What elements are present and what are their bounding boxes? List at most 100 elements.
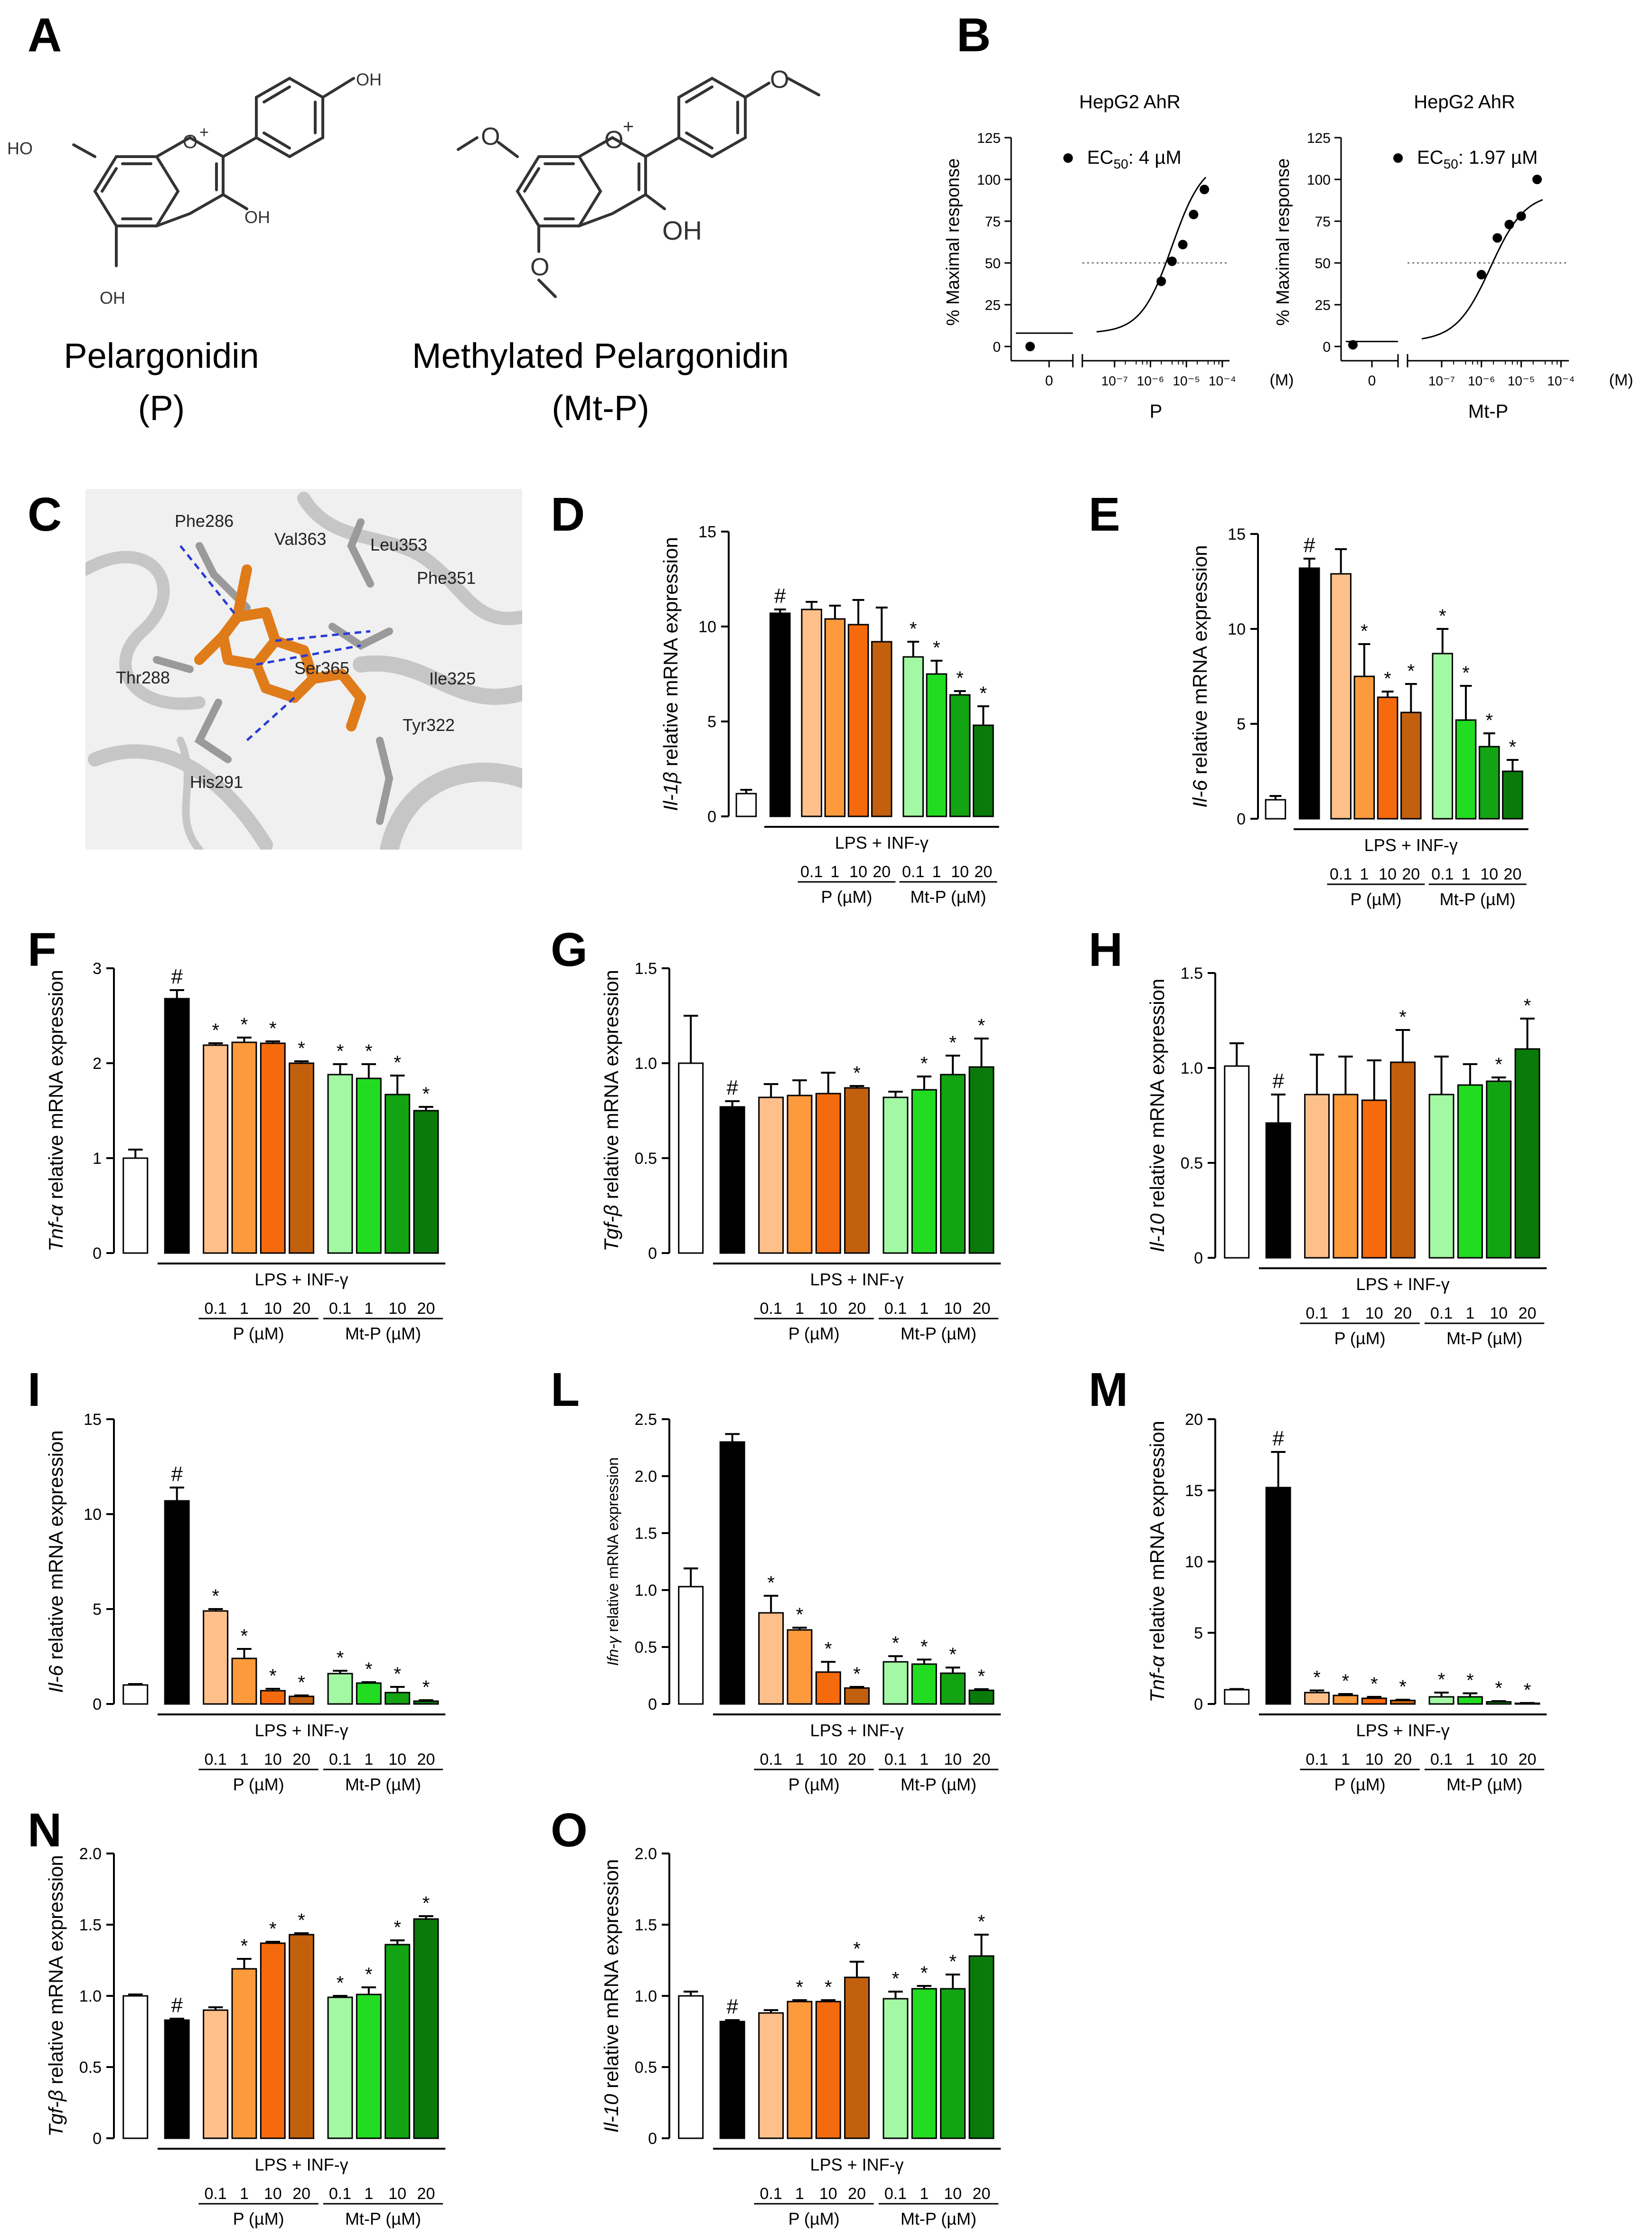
bar	[1486, 1080, 1512, 1259]
bar	[327, 1673, 353, 1705]
mtp-group-label: Mt-P (µM)	[1440, 889, 1516, 909]
residue-phe351: Phe351	[417, 568, 476, 588]
chart-b-mtp-ec50: HepG2 AhR 0 25 50 75 100 125 % Maximal response…	[1273, 92, 1633, 422]
panel-a-atom-labels: HO O + OH OH OH O O + O OH O	[7, 66, 789, 308]
dose-label: 20	[873, 863, 891, 881]
significance-star: *	[212, 1586, 219, 1607]
bar	[871, 641, 892, 817]
bar	[203, 1044, 229, 1254]
y-tick-label: 2	[93, 1055, 102, 1073]
bar	[1377, 696, 1399, 820]
bar	[1265, 1122, 1291, 1259]
significance-star: *	[1495, 1054, 1502, 1075]
significance-star: *	[853, 1938, 861, 1959]
data-point	[1516, 211, 1526, 221]
bar	[787, 2001, 813, 2139]
panel-letter-i: I	[28, 1363, 41, 1416]
bar	[787, 1095, 813, 1254]
lps-label: LPS + INF-γ	[255, 1721, 348, 1740]
y-tick-label: 1.5	[635, 1525, 657, 1543]
significance-star: *	[1524, 1680, 1531, 1701]
significance-hash: #	[774, 584, 786, 608]
p-group-label: P (µM)	[233, 1324, 284, 1343]
bar	[911, 1663, 937, 1705]
dose-label: 0.1	[329, 1750, 351, 1769]
dose-label: 20	[1503, 865, 1521, 883]
y-axis-label-gene: Il-10	[600, 2094, 622, 2133]
y-tick-label: 0	[93, 1245, 102, 1263]
panel-letter-m: M	[1089, 1363, 1128, 1416]
significance-hash: #	[1272, 1069, 1284, 1093]
y-tick-label: 0	[93, 2130, 102, 2148]
bar	[769, 612, 791, 817]
mtp-group-label: Mt-P (µM)	[345, 1324, 421, 1343]
bar	[847, 624, 869, 817]
significance-star: *	[1342, 1671, 1350, 1692]
y-axis-label: % Maximal response	[1273, 159, 1293, 326]
y-tick-label: 0	[707, 808, 716, 826]
significance-hash: #	[1272, 1427, 1284, 1450]
significance-star: *	[337, 1041, 344, 1062]
bar	[1400, 711, 1422, 820]
y-tick-label: 10	[698, 618, 716, 636]
significance-star: *	[298, 1910, 305, 1931]
significance-star: *	[241, 1936, 248, 1956]
bar	[1455, 719, 1477, 820]
significance-star: *	[365, 1659, 373, 1680]
y-axis-label-gene: Il-6	[1189, 780, 1211, 808]
y-tick-label: 125	[1307, 131, 1331, 146]
dose-label: 10	[264, 1300, 282, 1318]
bar	[1304, 1094, 1330, 1259]
dose-label: 20	[848, 2185, 866, 2203]
significance-star: *	[337, 1647, 344, 1668]
x-tick-label: 10⁻⁴	[1209, 374, 1236, 388]
significance-star: *	[920, 1636, 928, 1657]
residue-leu353: Leu353	[370, 535, 427, 554]
y-tick-label: 1.0	[635, 1582, 657, 1600]
dose-label: 1	[1465, 1304, 1474, 1322]
dose-label: 0.1	[884, 2185, 907, 2203]
bar	[1514, 1703, 1540, 1705]
significance-star: *	[298, 1038, 305, 1059]
y-tick-label: 0	[93, 1695, 102, 1713]
significance-star: *	[920, 1053, 928, 1074]
y-axis-label-gene: Tnf-α	[1146, 1655, 1168, 1703]
p-group-label: P (µM)	[233, 2209, 284, 2228]
bar	[902, 656, 924, 817]
significance-star: *	[796, 1604, 804, 1625]
panel-a-structures	[72, 76, 820, 298]
y-tick-label: 15	[698, 523, 716, 541]
bar	[1457, 1084, 1483, 1259]
significance-star: *	[1399, 1676, 1407, 1697]
y-tick-label: 0.5	[635, 2059, 657, 2077]
dose-label: 0.1	[204, 2185, 226, 2203]
dose-label: 1	[364, 1750, 373, 1769]
hydrogen-bonds	[179, 545, 371, 741]
bar	[203, 2009, 229, 2139]
panel-letter-o: O	[551, 1804, 588, 1857]
bar	[719, 1441, 745, 1705]
lps-label: LPS + INF-γ	[1356, 1274, 1450, 1294]
y-tick-label: 0	[1194, 1695, 1203, 1713]
bar	[413, 1700, 439, 1705]
y-tick-label: 2.0	[635, 1845, 657, 1863]
dose-label: 0.1	[760, 1750, 782, 1769]
x-tick-label: 10⁻⁷	[1101, 374, 1128, 388]
panel-letter-h: H	[1089, 923, 1123, 976]
y-axis-label-rest: relative mRNA expression	[1146, 1421, 1168, 1656]
p-group-label: P (µM)	[1334, 1775, 1386, 1794]
residue-his291: His291	[190, 772, 243, 792]
x-tick-label-zero: 0	[1368, 373, 1376, 389]
significance-star: *	[978, 1666, 986, 1687]
significance-star: *	[767, 1572, 775, 1593]
y-tick-label: 5	[93, 1601, 102, 1619]
bar	[1361, 1697, 1387, 1705]
bar	[413, 1918, 439, 2139]
lps-label: LPS + INF-γ	[810, 1270, 904, 1289]
lps-label: LPS + INF-γ	[1356, 1721, 1450, 1740]
y-tick-label: 75	[1315, 214, 1331, 230]
dose-label: 1	[920, 2185, 929, 2203]
pelargonidin-structure	[72, 76, 355, 267]
bar	[231, 1041, 257, 1254]
